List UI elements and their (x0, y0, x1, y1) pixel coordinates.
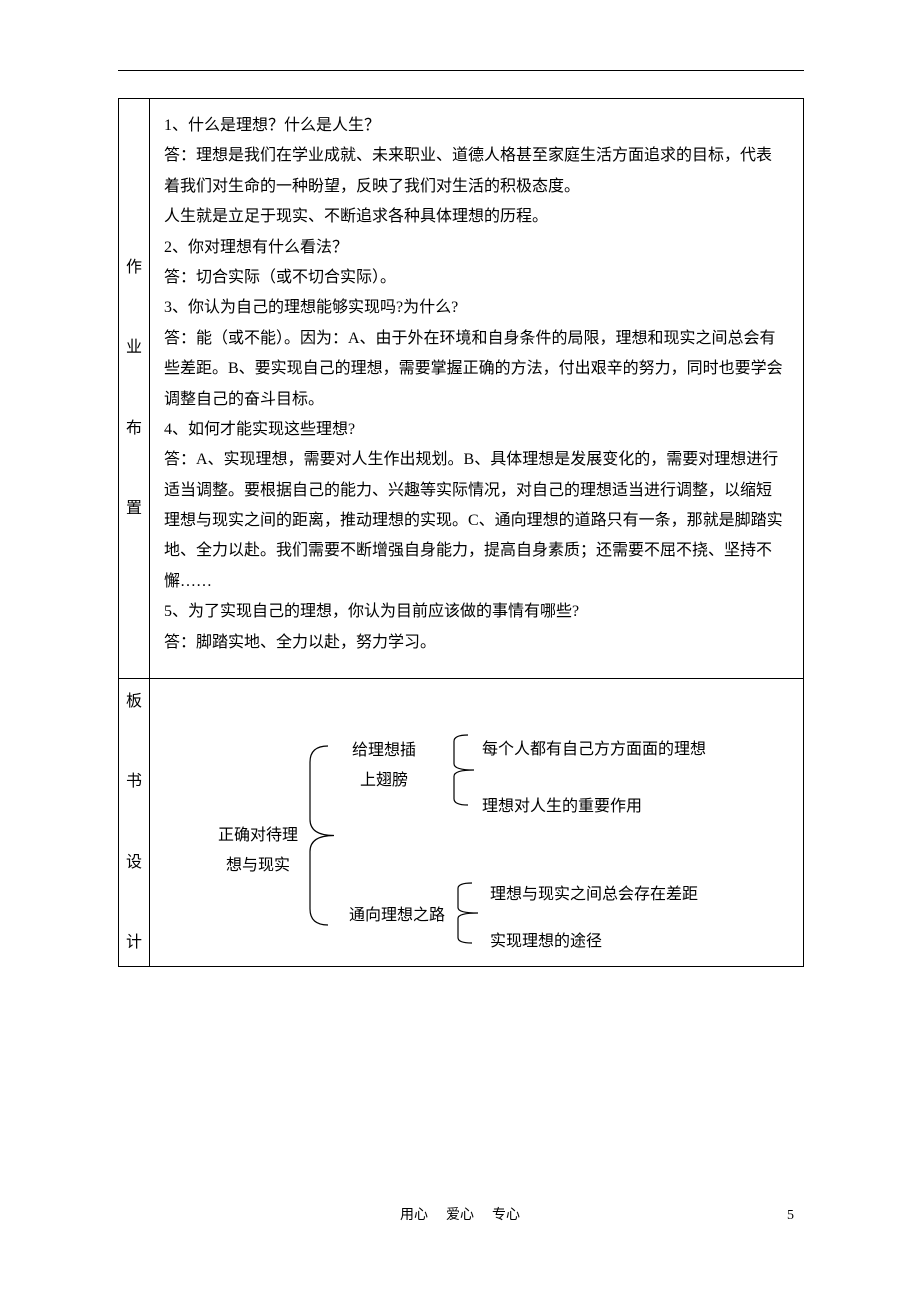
brace_b1 (454, 735, 474, 805)
hw-q4: 4、如何才能实现这些理想? (164, 415, 791, 445)
hw-a4-l5: 懈…… (164, 567, 791, 597)
node-leaf4: 实现理想的途径 (490, 927, 602, 957)
hw-q1: 1、什么是理想？什么是人生？ (164, 111, 791, 141)
hw-a1-l1: 答：理想是我们在学业成就、未来职业、道德人格甚至家庭生活方面追求的目标，代表 (164, 141, 791, 171)
node-branch1: 给理想插上翅膀 (344, 736, 424, 797)
hw-a3-l1: 答：能（或不能）。因为：A、由于外在环境和自身条件的局限，理想和现实之间总会有 (164, 324, 791, 354)
footer-t2: 爱心 (446, 1208, 474, 1223)
hw-a2: 答：切合实际（或不切合实际）。 (164, 263, 791, 293)
main-table: 作 业 布 置 1、什么是理想？什么是人生？ 答：理想是我们在学业成就、未来职业… (118, 98, 804, 967)
brace_b2 (458, 883, 478, 943)
vchar: 书 (126, 767, 142, 797)
hw-a4-l1: 答：A、实现理想，需要对人生作出规划。B、具体理想是发展变化的，需要对理想进行 (164, 445, 791, 475)
vchar: 板 (126, 687, 142, 717)
vchar: 设 (126, 848, 142, 878)
homework-cell: 1、什么是理想？什么是人生？ 答：理想是我们在学业成就、未来职业、道德人格甚至家… (150, 99, 804, 679)
hw-a1-l3: 人生就是立足于现实、不断追求各种具体理想的历程。 (164, 202, 791, 232)
vcol-homework-label: 作 业 布 置 (119, 99, 150, 679)
vchar: 业 (126, 333, 142, 363)
hw-a1-l2: 着我们对生命的一种盼望，反映了我们对生活的积极态度。 (164, 172, 791, 202)
vcol-board-label: 板 书 设 计 (119, 679, 150, 967)
hw-a3-l3: 调整自己的奋斗目标。 (164, 385, 791, 415)
footer-t3: 专心 (492, 1208, 520, 1223)
vchar: 布 (126, 414, 142, 444)
page-number: 5 (787, 1203, 794, 1230)
hw-q3: 3、你认为自己的理想能够实现吗?为什么? (164, 293, 791, 323)
brace_root (310, 746, 334, 925)
node-root: 正确对待理想与现实 (208, 821, 308, 882)
footer: 用心 爱心 专心 (0, 1203, 920, 1230)
hw-q5: 5、为了实现自己的理想，你认为目前应该做的事情有哪些? (164, 597, 791, 627)
top-rule (118, 70, 804, 71)
node-leaf1: 每个人都有自己方方面面的理想 (482, 735, 706, 765)
node-leaf2: 理想对人生的重要作用 (482, 792, 642, 822)
node-branch2: 通向理想之路 (342, 901, 452, 931)
vchar: 置 (126, 494, 142, 524)
hw-a4-l3: 理想与现实之间的距离，推动理想的实现。C、通向理想的道路只有一条，那就是脚踏实 (164, 506, 791, 536)
hw-a4-l4: 地、全力以赴。我们需要不断增强自身能力，提高自身素质；还需要不屈不挠、坚持不 (164, 536, 791, 566)
hw-a5: 答：脚踏实地、全力以赴，努力学习。 (164, 628, 791, 658)
hw-q2: 2、你对理想有什么看法？ (164, 233, 791, 263)
vchar: 作 (126, 253, 142, 283)
hw-a4-l2: 适当调整。要根据自己的能力、兴趣等实际情况，对自己的理想适当进行调整，以缩短 (164, 476, 791, 506)
node-leaf3: 理想与现实之间总会存在差距 (490, 880, 698, 910)
footer-t1: 用心 (400, 1208, 428, 1223)
vchar: 计 (126, 928, 142, 958)
diagram-cell: 正确对待理想与现实 给理想插上翅膀 通向理想之路 每个人都有自己方方面面的理想 … (150, 679, 804, 967)
hw-a3-l2: 些差距。B、要实现自己的理想，需要掌握正确的方法，付出艰辛的努力，同时也要学会 (164, 354, 791, 384)
